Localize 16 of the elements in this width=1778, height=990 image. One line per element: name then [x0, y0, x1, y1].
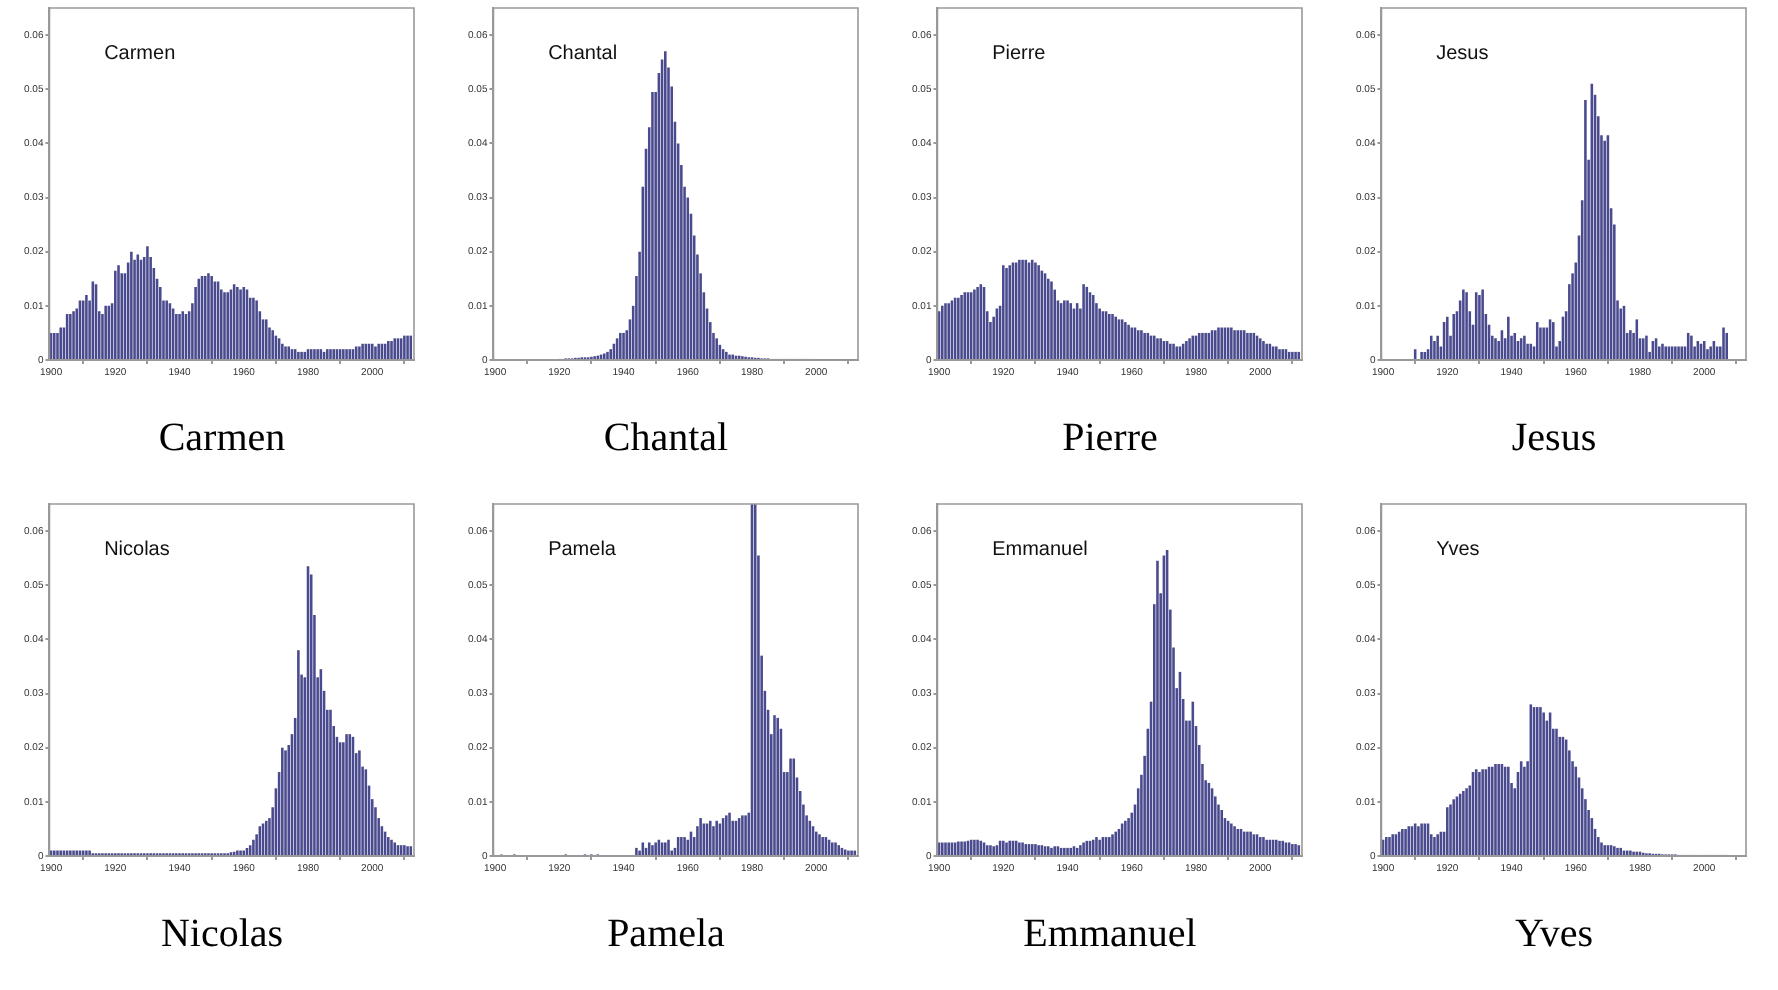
text: Jesus — [1511, 416, 1597, 462]
annotation: Pierre — [992, 42, 1047, 65]
annotation: Yves — [1436, 537, 1480, 560]
text: Pamela — [607, 911, 725, 957]
annotation: Carmen — [104, 42, 176, 65]
annotation: Nicolas — [104, 537, 170, 560]
text: Emmanuel — [1023, 911, 1197, 957]
text: Yves — [1514, 911, 1594, 957]
text: Carmen — [158, 416, 286, 462]
text: Nicolas — [160, 911, 284, 957]
text: Chantal — [603, 416, 729, 462]
annotation: Pamela — [548, 537, 617, 560]
text: Pierre — [1062, 416, 1158, 462]
annotation: Jesus — [1436, 42, 1489, 65]
annotation: Chantal — [548, 42, 618, 65]
annotation: Emmanuel — [992, 537, 1088, 560]
